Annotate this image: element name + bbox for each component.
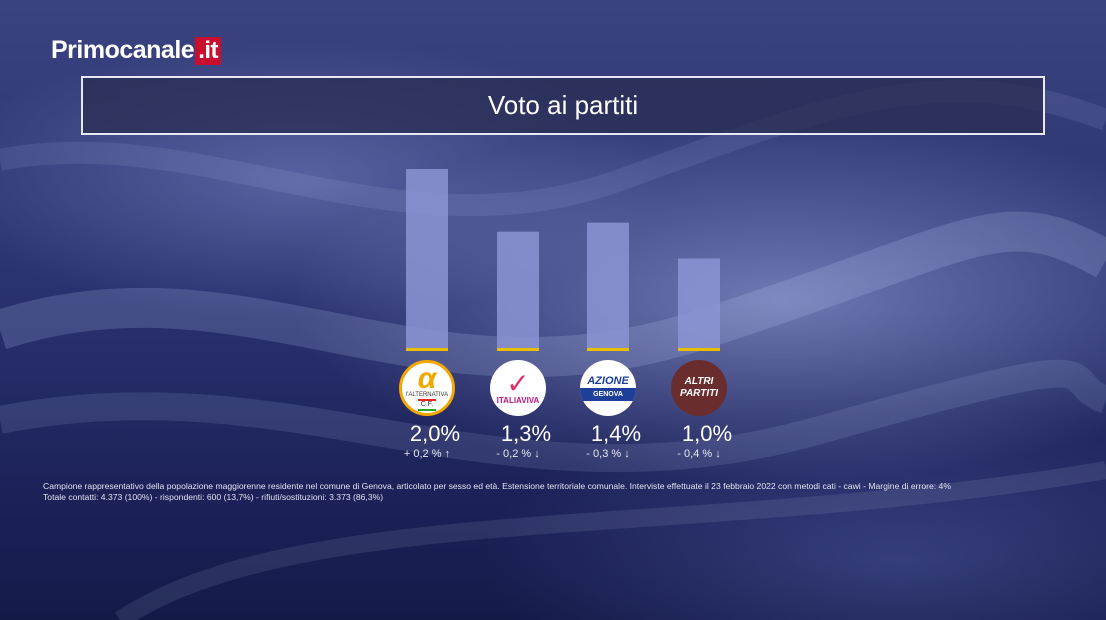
value-label-1: 1,3% [500, 421, 552, 446]
party-logo-glyph: α [417, 361, 437, 395]
brand-suffix: .it [195, 37, 222, 65]
bar-3 [678, 258, 720, 348]
bar-baseline-2 [587, 348, 629, 351]
party-logo-text-2: C.F. [417, 398, 437, 411]
party-logo-text-1: l'ALTERNATIVA [405, 391, 449, 398]
delta-label-0: + 0,2 % ↑ [403, 448, 451, 460]
delta-label-2: - 0,3 % ↓ [586, 448, 630, 460]
party-logo-text-1: AZIONE [587, 375, 629, 387]
value-label-2: 1,4% [590, 421, 642, 446]
party-logo-text-2: GENOVA [580, 388, 636, 401]
party-logo-2: AZIONE GENOVA [580, 360, 636, 416]
chart-title: Voto ai partiti [487, 90, 639, 120]
brand-name: Primocanale [51, 36, 195, 64]
bar-baseline-1 [497, 348, 539, 351]
value-label-0: 2,0% [409, 421, 461, 446]
party-logo-text-2: PARTITI [680, 388, 718, 399]
bar-1 [497, 231, 539, 348]
party-logo-glyph: ✓ [506, 367, 530, 399]
value-label-3: 1,0% [681, 421, 733, 446]
party-logo-text-1: ITALIAVIVA [496, 395, 540, 405]
brand-logo: Primocanale .it [51, 36, 222, 65]
party-logo-3: ALTRI PARTITI [671, 360, 727, 416]
party-logo-1: ✓ ITALIAVIVA [490, 360, 546, 416]
delta-label-3: - 0,4 % ↓ [677, 448, 721, 460]
methodology-footnote: Campione rappresentativo della popolazio… [43, 481, 1043, 503]
footnote-line-1: Campione rappresentativo della popolazio… [43, 481, 951, 491]
chart-title-box: Voto ai partiti [81, 76, 1045, 135]
party-logo-0: α l'ALTERNATIVA C.F. [399, 360, 455, 416]
bar-baseline-3 [678, 348, 720, 351]
bar-0 [406, 169, 448, 348]
bar-2 [587, 222, 629, 348]
bar-baseline-0 [406, 348, 448, 351]
footnote-line-2: Totale contatti: 4.373 (100%) - risponde… [43, 492, 384, 502]
party-logo-text-1: ALTRI [684, 376, 714, 387]
delta-label-1: - 0,2 % ↓ [496, 448, 540, 460]
